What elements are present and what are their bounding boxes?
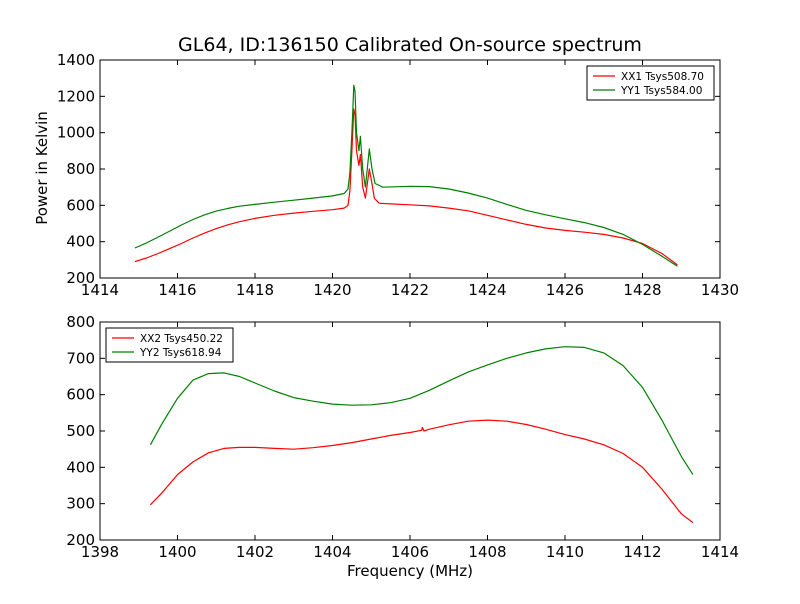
bottom-y-tick-label: 200	[66, 531, 95, 549]
bottom-legend-label-1: YY2 Tsys618.94	[139, 347, 222, 359]
top-y-tick-label: 800	[66, 160, 95, 178]
top-y-tick-label: 200	[66, 269, 95, 287]
bottom-x-tick-label: 1400	[158, 543, 196, 561]
top-x-tick-label: 1420	[313, 281, 351, 299]
top-y-tick-label: 1400	[57, 51, 95, 69]
bottom-x-tick-label: 1402	[236, 543, 274, 561]
bottom-legend-box	[105, 327, 234, 363]
bottom-series-line-0	[149, 419, 694, 524]
top-y-tick-label: 600	[66, 196, 95, 214]
bottom-y-tick-label: 500	[66, 422, 95, 440]
bottom-legend-label-0: XX2 Tsys450.22	[140, 333, 223, 345]
top-x-tick-label: 1414	[81, 281, 119, 299]
bottom-x-tick-label: 1398	[81, 543, 119, 561]
top-y-tick-label: 1200	[57, 87, 95, 105]
bottom-x-tick-label: 1414	[701, 543, 739, 561]
bottom-x-tick-label: 1406	[391, 543, 429, 561]
bottom-y-tick-label: 800	[66, 313, 95, 331]
bottom-series-line-1	[149, 346, 694, 475]
x-axis-label: Frequency (MHz)	[346, 562, 474, 580]
top-x-tick-label: 1416	[158, 281, 196, 299]
bottom-y-tick-label: 700	[66, 349, 95, 367]
top-y-tick-label: 1000	[57, 124, 95, 142]
top-legend-label-0: XX1 Tsys508.70	[621, 71, 704, 83]
y-axis-label: Power in Kelvin	[33, 111, 51, 225]
bottom-x-tick-label: 1404	[313, 543, 351, 561]
chart-title: GL64, ID:136150 Calibrated On-source spe…	[178, 34, 642, 56]
top-series-line-0	[134, 108, 678, 266]
top-x-tick-label: 1424	[468, 281, 506, 299]
bottom-y-tick-label: 400	[66, 458, 95, 476]
top-x-tick-label: 1426	[546, 281, 584, 299]
top-series-line-1	[134, 84, 678, 267]
top-x-tick-label: 1430	[701, 281, 739, 299]
top-x-tick-label: 1422	[391, 281, 429, 299]
top-legend-label-1: YY1 Tsys584.00	[620, 85, 702, 97]
top-x-tick-label: 1428	[623, 281, 661, 299]
top-x-tick-label: 1418	[236, 281, 274, 299]
top-y-tick-label: 400	[66, 233, 95, 251]
bottom-y-tick-label: 600	[66, 386, 95, 404]
top-legend-box	[586, 65, 715, 101]
bottom-x-tick-label: 1408	[468, 543, 506, 561]
bottom-x-tick-label: 1410	[546, 543, 584, 561]
bottom-x-tick-label: 1412	[623, 543, 661, 561]
bottom-y-tick-label: 300	[66, 495, 95, 513]
